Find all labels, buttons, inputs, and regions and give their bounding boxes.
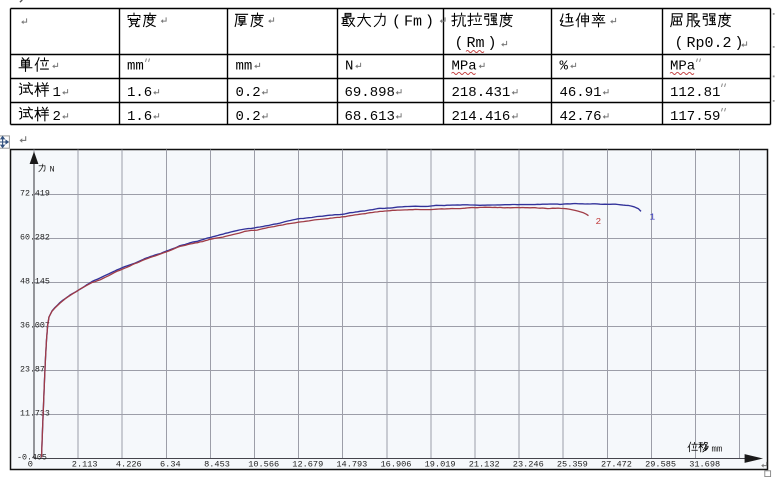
svg-text:N: N xyxy=(50,165,55,175)
svg-text:31.698: 31.698 xyxy=(689,460,720,470)
svg-text:117.59: 117.59 xyxy=(670,109,720,125)
svg-text:29.585: 29.585 xyxy=(645,460,676,470)
svg-text:-0.405: -0.405 xyxy=(17,453,47,462)
svg-text:MPa: MPa xyxy=(670,59,695,75)
svg-text:69.898: 69.898 xyxy=(345,85,395,101)
svg-text:N: N xyxy=(345,59,353,75)
svg-text:8.453: 8.453 xyxy=(204,460,230,470)
svg-text:68.613: 68.613 xyxy=(345,109,395,125)
svg-text:23.246: 23.246 xyxy=(513,460,544,470)
svg-text:14.793: 14.793 xyxy=(336,460,367,470)
svg-text:2: 2 xyxy=(53,109,61,125)
svg-text:MPa: MPa xyxy=(452,59,477,75)
svg-text:42.76: 42.76 xyxy=(560,109,602,125)
svg-text:16.906: 16.906 xyxy=(381,460,412,470)
svg-text:12.679: 12.679 xyxy=(292,460,323,470)
svg-text:): ) xyxy=(487,35,496,52)
svg-text:1: 1 xyxy=(53,85,61,101)
svg-text:2.113: 2.113 xyxy=(72,460,98,470)
svg-text:0.2: 0.2 xyxy=(236,85,261,101)
svg-text:2: 2 xyxy=(596,216,602,227)
svg-text:23.87: 23.87 xyxy=(20,365,45,374)
svg-text:0.2: 0.2 xyxy=(236,109,261,125)
svg-text:): ) xyxy=(425,14,434,31)
svg-text:19.019: 19.019 xyxy=(425,460,456,470)
svg-text:6.34: 6.34 xyxy=(160,460,181,470)
svg-text:0: 0 xyxy=(28,460,33,470)
svg-text:214.416: 214.416 xyxy=(452,109,511,125)
svg-text:Rm: Rm xyxy=(467,35,485,52)
svg-text:27.472: 27.472 xyxy=(601,460,632,470)
svg-text:72.419: 72.419 xyxy=(20,189,50,198)
svg-text:(: ( xyxy=(454,35,463,52)
svg-text:): ) xyxy=(734,35,743,52)
svg-text:21.132: 21.132 xyxy=(469,460,500,470)
svg-text:218.431: 218.431 xyxy=(452,85,511,101)
svg-text:(: ( xyxy=(674,35,683,52)
svg-text:1.6: 1.6 xyxy=(127,109,152,125)
svg-text:4.226: 4.226 xyxy=(116,460,142,470)
svg-text:112.81: 112.81 xyxy=(670,85,720,101)
svg-text:mm: mm xyxy=(127,59,144,75)
svg-text:1.6: 1.6 xyxy=(127,85,152,101)
svg-text:mm: mm xyxy=(712,445,723,455)
svg-text:1: 1 xyxy=(650,212,656,223)
svg-text:46.91: 46.91 xyxy=(560,85,602,101)
svg-text:48.145: 48.145 xyxy=(20,277,50,286)
svg-text:mm: mm xyxy=(236,59,253,75)
svg-text:60.282: 60.282 xyxy=(20,233,50,242)
svg-text:36.007: 36.007 xyxy=(20,321,50,330)
svg-text:Rp0.2: Rp0.2 xyxy=(687,35,732,52)
svg-text:10.566: 10.566 xyxy=(248,460,279,470)
svg-text:25.359: 25.359 xyxy=(557,460,588,470)
svg-text:11.733: 11.733 xyxy=(20,409,50,418)
svg-text:(: ( xyxy=(392,14,401,31)
svg-text:%: % xyxy=(560,59,569,75)
svg-text:Fm: Fm xyxy=(404,14,422,31)
